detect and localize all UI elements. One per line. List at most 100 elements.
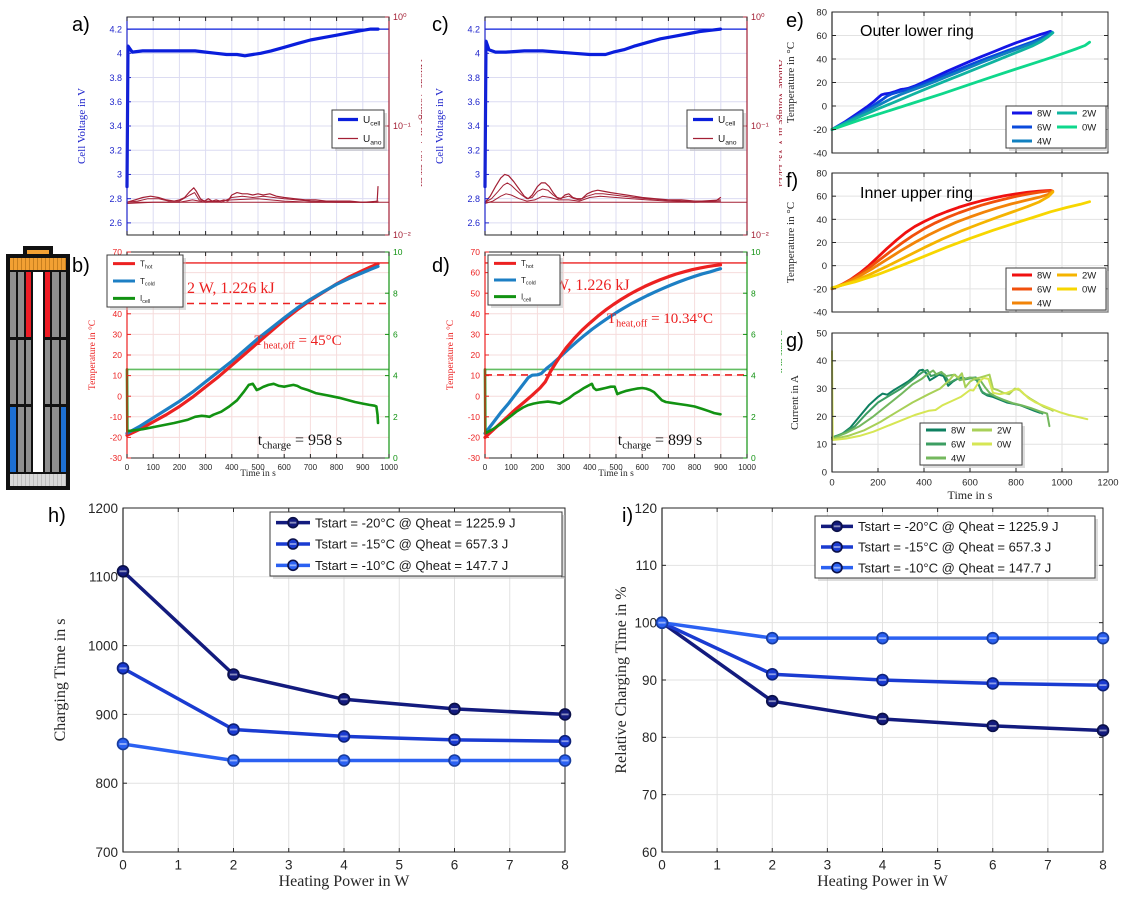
svg-text:110: 110 xyxy=(635,558,657,573)
panel-label-g: g) xyxy=(786,330,804,352)
svg-text:2: 2 xyxy=(768,858,776,873)
svg-text:Temperature in °C: Temperature in °C xyxy=(87,320,98,390)
svg-text:Temperature in °C: Temperature in °C xyxy=(445,320,456,390)
svg-text:700: 700 xyxy=(95,845,118,860)
svg-text:800: 800 xyxy=(688,463,702,472)
svg-text:400: 400 xyxy=(583,463,597,472)
svg-text:5: 5 xyxy=(934,858,942,873)
svg-text:100: 100 xyxy=(634,616,657,631)
svg-text:20: 20 xyxy=(816,78,827,89)
svg-text:Icell: Icell xyxy=(140,294,150,305)
svg-text:2: 2 xyxy=(393,412,398,422)
svg-text:4W: 4W xyxy=(951,453,965,464)
panel-h-charging-time: 0 1 2 3 4 5 6 7 8 700 800 900 1000 1100 1200 Charging T… xyxy=(20,500,600,900)
svg-text:Uano: Uano xyxy=(363,134,382,146)
svg-text:Anode Voltage in V vs. Li/Li⁺: Anode Voltage in V vs. Li/Li⁺ xyxy=(418,59,422,193)
svg-text:2 W, 1.226 kJ: 2 W, 1.226 kJ xyxy=(187,280,275,297)
svg-text:Cell Voltage in V: Cell Voltage in V xyxy=(434,88,446,164)
svg-text:200: 200 xyxy=(531,463,545,472)
svg-text:3.2: 3.2 xyxy=(109,145,122,155)
svg-text:1: 1 xyxy=(713,858,721,873)
svg-text:0: 0 xyxy=(751,453,756,463)
svg-text:0: 0 xyxy=(119,858,127,873)
svg-text:-20: -20 xyxy=(110,432,123,442)
svg-text:Relative Charging Time in %: Relative Charging Time in % xyxy=(613,586,630,773)
svg-text:900: 900 xyxy=(95,707,118,722)
svg-text:Tstart = -10°C @ Qheat = 147.7: Tstart = -10°C @ Qheat = 147.7 J xyxy=(315,558,508,573)
panel-g-current: 0 200 400 600 800 1000 1200 0 10 20 30 40 50 Current … xyxy=(770,325,1121,505)
svg-text:C-Rate in h⁻¹: C-Rate in h⁻¹ xyxy=(778,329,782,381)
svg-text:3: 3 xyxy=(475,170,480,180)
svg-text:0: 0 xyxy=(475,391,480,401)
panel-a-cell-voltage-2w: 2.6 2.8 3 3.2 3.4 3.6 3.8 4 4.2 10⁰ 10⁻¹ 10⁻² Anode … xyxy=(60,0,422,248)
svg-text:70: 70 xyxy=(642,788,657,803)
svg-text:300: 300 xyxy=(557,463,571,472)
svg-text:4: 4 xyxy=(475,49,480,59)
svg-text:80: 80 xyxy=(642,730,657,745)
battery-top-collector xyxy=(10,258,66,270)
svg-text:6W: 6W xyxy=(1037,122,1051,133)
svg-text:120: 120 xyxy=(634,501,657,516)
svg-text:2.8: 2.8 xyxy=(109,194,122,204)
svg-text:800: 800 xyxy=(330,463,344,472)
svg-text:4: 4 xyxy=(879,858,887,873)
svg-text:Ucell: Ucell xyxy=(718,115,736,127)
svg-text:0W: 0W xyxy=(1082,284,1096,295)
svg-text:Tstart = -20°C @ Qheat = 1225.: Tstart = -20°C @ Qheat = 1225.9 J xyxy=(315,515,516,530)
svg-text:4: 4 xyxy=(751,371,756,381)
svg-text:Charging Time in s: Charging Time in s xyxy=(52,619,69,742)
svg-text:40: 40 xyxy=(816,54,827,65)
svg-text:8W: 8W xyxy=(951,425,965,436)
svg-text:8: 8 xyxy=(393,288,398,298)
svg-text:-30: -30 xyxy=(468,453,481,463)
svg-text:Temperature in °C: Temperature in °C xyxy=(785,202,797,283)
svg-text:10⁻²: 10⁻² xyxy=(393,230,411,240)
panel-label-f: f) xyxy=(786,170,799,192)
svg-text:600: 600 xyxy=(962,478,978,489)
svg-text:1200: 1200 xyxy=(88,501,118,516)
svg-text:0: 0 xyxy=(822,261,827,272)
svg-text:1000: 1000 xyxy=(88,638,118,653)
svg-text:10⁰: 10⁰ xyxy=(393,12,407,22)
svg-text:2: 2 xyxy=(230,858,238,873)
svg-text:900: 900 xyxy=(714,463,728,472)
svg-text:Tstart = -20°C @ Qheat = 1225.: Tstart = -20°C @ Qheat = 1225.9 J xyxy=(858,519,1059,534)
svg-text:30: 30 xyxy=(471,329,481,339)
svg-text:0W: 0W xyxy=(997,439,1011,450)
svg-text:40: 40 xyxy=(816,215,827,226)
svg-text:1100: 1100 xyxy=(89,570,118,585)
svg-text:Anode Voltage in V vs. Li/Li⁺: Anode Voltage in V vs. Li/Li⁺ xyxy=(776,59,782,193)
svg-text:Thot: Thot xyxy=(521,259,534,270)
svg-text:200: 200 xyxy=(173,463,187,472)
svg-text:tcharge = 899 s: tcharge = 899 s xyxy=(618,432,703,452)
svg-text:0: 0 xyxy=(117,391,122,401)
svg-text:6: 6 xyxy=(393,329,398,339)
panel-b-temperature-2w: 0 100 200 300 400 500 600 700 800 900 1000 -30 -20 -1… xyxy=(60,245,422,495)
svg-text:Cell Voltage in V: Cell Voltage in V xyxy=(76,88,88,164)
svg-text:10: 10 xyxy=(471,371,481,381)
svg-text:3: 3 xyxy=(117,170,122,180)
svg-text:3.6: 3.6 xyxy=(109,97,122,107)
svg-text:Icell: Icell xyxy=(521,293,531,304)
svg-text:3.2: 3.2 xyxy=(467,145,480,155)
svg-text:50: 50 xyxy=(816,328,827,339)
svg-text:500: 500 xyxy=(609,463,623,472)
svg-text:2.8: 2.8 xyxy=(467,194,480,204)
svg-text:10⁻²: 10⁻² xyxy=(751,230,769,240)
svg-text:2W: 2W xyxy=(1082,270,1096,281)
svg-text:90: 90 xyxy=(642,673,657,688)
panel-c-cell-voltage-8w: 2.6 2.8 3 3.2 3.4 3.6 3.8 4 4.2 10⁰ 10⁻¹ 10⁻² Anode … xyxy=(420,0,782,248)
svg-text:Thot: Thot xyxy=(140,260,153,271)
svg-text:600: 600 xyxy=(278,463,292,472)
svg-text:7: 7 xyxy=(506,858,514,873)
svg-text:3.8: 3.8 xyxy=(109,73,122,83)
svg-text:3: 3 xyxy=(285,858,293,873)
svg-text:10⁰: 10⁰ xyxy=(751,12,765,22)
svg-text:3.4: 3.4 xyxy=(109,121,122,131)
svg-text:100: 100 xyxy=(147,463,161,472)
svg-text:-40: -40 xyxy=(813,307,827,318)
svg-text:4: 4 xyxy=(393,371,398,381)
svg-text:100: 100 xyxy=(505,463,519,472)
panel-label-d: d) xyxy=(432,255,450,277)
